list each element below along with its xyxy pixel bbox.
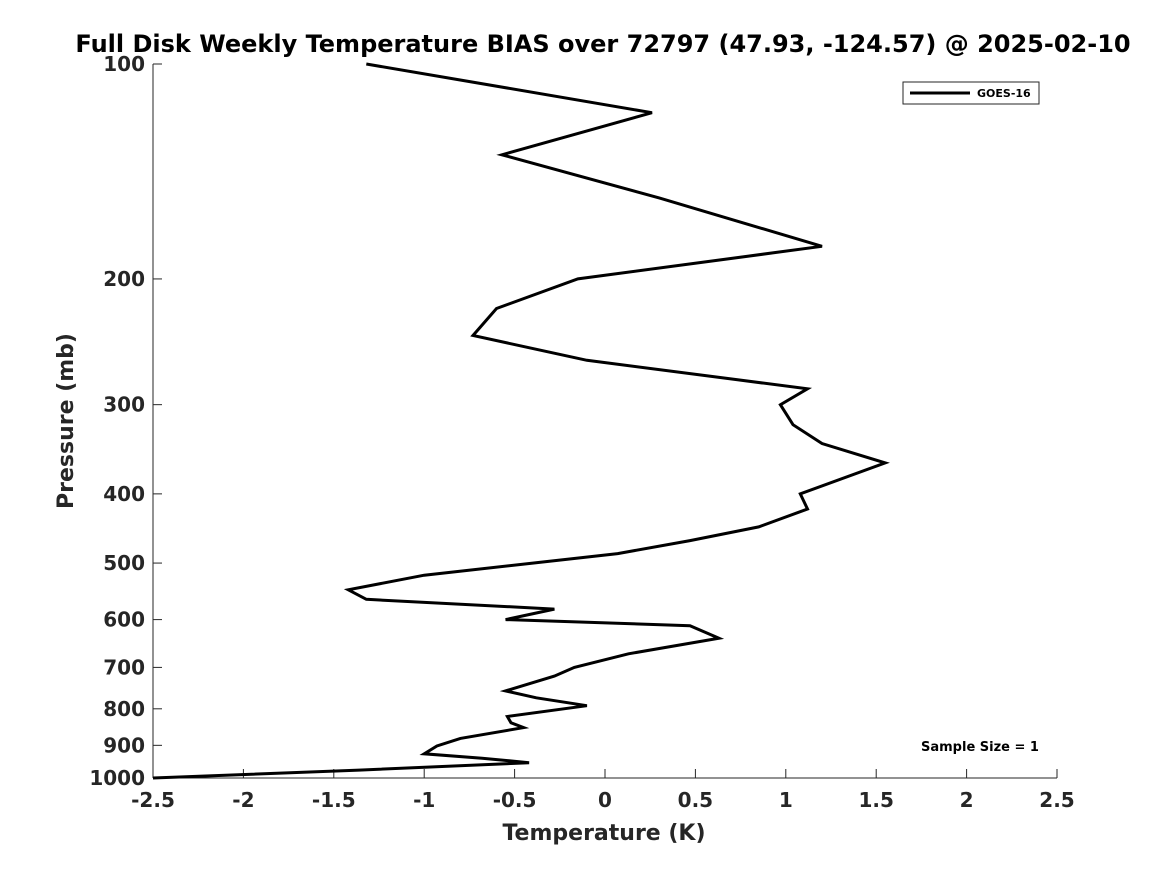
y-ticks: 100 200 300 400 500 600 700 800 900 1000: [89, 52, 162, 790]
legend-label: GOES-16: [977, 87, 1031, 100]
x-tick-label: -1: [413, 788, 435, 812]
y-tick-label: 900: [103, 733, 145, 757]
x-axis-label: Temperature (K): [502, 821, 705, 846]
x-tick-label: 1: [779, 788, 793, 812]
x-tick-label: -2.5: [131, 788, 175, 812]
y-tick-label: 100: [103, 52, 145, 76]
y-tick-label: 200: [103, 267, 145, 291]
x-tick-label: 0: [598, 788, 612, 812]
x-ticks: -2.5 -2 -1.5 -1 -0.5 0 0.5 1 1.5 2 2.5: [131, 769, 1075, 812]
y-tick-label: 1000: [89, 766, 145, 790]
y-tick-label: 800: [103, 697, 145, 721]
x-tick-label: 1.5: [858, 788, 893, 812]
series-group: [152, 62, 890, 780]
y-tick-label: 700: [103, 655, 145, 679]
x-tick-label: 0.5: [678, 788, 713, 812]
sample-size-annotation: Sample Size = 1: [921, 740, 1039, 755]
y-axis-label: Pressure (mb): [54, 333, 79, 509]
x-tick-label: 2.5: [1039, 788, 1074, 812]
legend-box: [902, 81, 1040, 105]
y-tick-label: 400: [103, 482, 145, 506]
legend: GOES-16: [902, 81, 1040, 105]
x-tick-label: -2: [232, 788, 254, 812]
chart-title: Full Disk Weekly Temperature BIAS over 7…: [75, 30, 1130, 58]
y-tick-label: 500: [103, 551, 145, 575]
x-tick-label: 2: [960, 788, 974, 812]
y-tick-label: 600: [103, 608, 145, 632]
x-tick-label: -0.5: [493, 788, 537, 812]
x-tick-label: -1.5: [312, 788, 356, 812]
series-line-goes-16: [152, 62, 890, 780]
y-tick-label: 300: [103, 393, 145, 417]
